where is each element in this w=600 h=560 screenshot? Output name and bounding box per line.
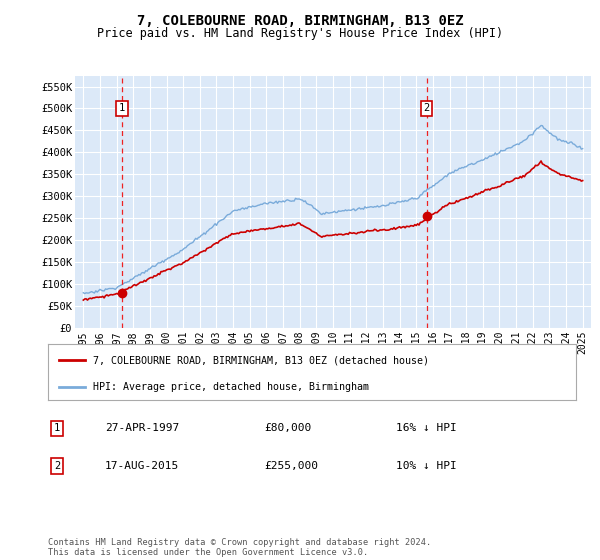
Text: £255,000: £255,000	[264, 461, 318, 471]
Text: 17-AUG-2015: 17-AUG-2015	[105, 461, 179, 471]
Text: Contains HM Land Registry data © Crown copyright and database right 2024.
This d: Contains HM Land Registry data © Crown c…	[48, 538, 431, 557]
Text: 2: 2	[424, 104, 430, 114]
Text: Price paid vs. HM Land Registry's House Price Index (HPI): Price paid vs. HM Land Registry's House …	[97, 27, 503, 40]
Text: 1: 1	[119, 104, 125, 114]
Text: 7, COLEBOURNE ROAD, BIRMINGHAM, B13 0EZ: 7, COLEBOURNE ROAD, BIRMINGHAM, B13 0EZ	[137, 14, 463, 28]
Text: 1: 1	[54, 423, 60, 433]
Text: 10% ↓ HPI: 10% ↓ HPI	[396, 461, 457, 471]
Text: 16% ↓ HPI: 16% ↓ HPI	[396, 423, 457, 433]
Text: HPI: Average price, detached house, Birmingham: HPI: Average price, detached house, Birm…	[93, 382, 369, 392]
Text: 7, COLEBOURNE ROAD, BIRMINGHAM, B13 0EZ (detached house): 7, COLEBOURNE ROAD, BIRMINGHAM, B13 0EZ …	[93, 355, 429, 365]
Text: 27-APR-1997: 27-APR-1997	[105, 423, 179, 433]
Text: £80,000: £80,000	[264, 423, 311, 433]
Text: 2: 2	[54, 461, 60, 471]
